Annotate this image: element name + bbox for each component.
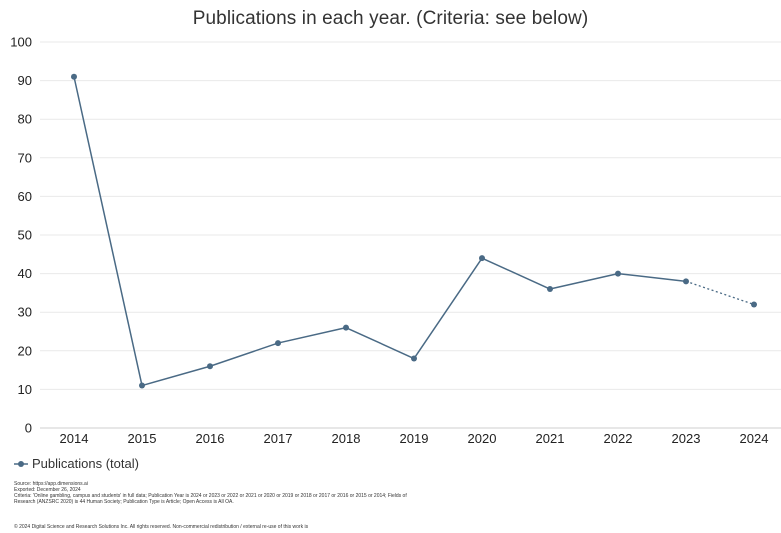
series-line bbox=[73, 76, 755, 387]
x-tick-label: 2024 bbox=[740, 431, 769, 446]
y-axis-tick-labels: 0 10 20 30 40 50 60 70 80 90 100 bbox=[10, 35, 32, 436]
legend-marker-icon bbox=[14, 460, 28, 467]
data-point bbox=[411, 355, 417, 362]
footer-criteria: Criteria: 'Online gambling, campus and s… bbox=[14, 493, 407, 505]
data-point bbox=[547, 286, 553, 293]
x-tick-label: 2021 bbox=[536, 431, 565, 446]
data-point bbox=[207, 363, 213, 370]
data-point bbox=[71, 73, 77, 80]
y-tick-label: 0 bbox=[25, 421, 32, 436]
footer-source: Source: https://app.dimensions.ai bbox=[14, 481, 88, 487]
y-tick-label: 60 bbox=[18, 189, 32, 204]
y-tick-label: 10 bbox=[18, 382, 32, 397]
data-point bbox=[615, 270, 621, 277]
legend[interactable]: Publications (total) bbox=[14, 456, 139, 471]
footer-notes: Source: https://app.dimensions.ai Export… bbox=[14, 481, 414, 505]
x-tick-label: 2017 bbox=[264, 431, 293, 446]
series-line-dotted bbox=[685, 280, 755, 306]
legend-label: Publications (total) bbox=[32, 456, 139, 471]
chart-title: Publications in each year. (Criteria: se… bbox=[192, 8, 589, 29]
y-tick-label: 80 bbox=[18, 112, 32, 127]
y-tick-label: 70 bbox=[18, 150, 32, 165]
x-tick-label: 2016 bbox=[196, 431, 225, 446]
gridlines bbox=[40, 41, 781, 429]
data-point bbox=[479, 255, 485, 262]
footer-copyright: © 2024 Digital Science and Research Solu… bbox=[14, 524, 309, 530]
x-tick-label: 2014 bbox=[60, 431, 89, 446]
data-point bbox=[275, 340, 281, 347]
x-axis-tick-labels: 2014 2015 2016 2017 2018 2019 2020 2021 2022 2023… bbox=[60, 431, 769, 446]
x-tick-label: 2023 bbox=[672, 431, 701, 446]
footer-exported: Exported: December 26, 2024 bbox=[14, 487, 81, 493]
series-line-solid bbox=[73, 76, 687, 387]
y-tick-label: 20 bbox=[18, 343, 32, 358]
y-tick-label: 50 bbox=[18, 228, 32, 243]
data-point bbox=[343, 324, 349, 331]
series-points bbox=[71, 73, 757, 389]
y-tick-label: 40 bbox=[18, 266, 32, 281]
x-tick-label: 2020 bbox=[468, 431, 497, 446]
x-tick-label: 2015 bbox=[128, 431, 157, 446]
data-point bbox=[139, 382, 145, 389]
data-point bbox=[683, 278, 689, 285]
x-tick-label: 2022 bbox=[604, 431, 633, 446]
data-point bbox=[751, 301, 757, 308]
y-tick-label: 100 bbox=[10, 35, 32, 50]
x-tick-label: 2018 bbox=[332, 431, 361, 446]
y-tick-label: 90 bbox=[18, 73, 32, 88]
x-tick-label: 2019 bbox=[400, 431, 429, 446]
y-tick-label: 30 bbox=[18, 305, 32, 320]
